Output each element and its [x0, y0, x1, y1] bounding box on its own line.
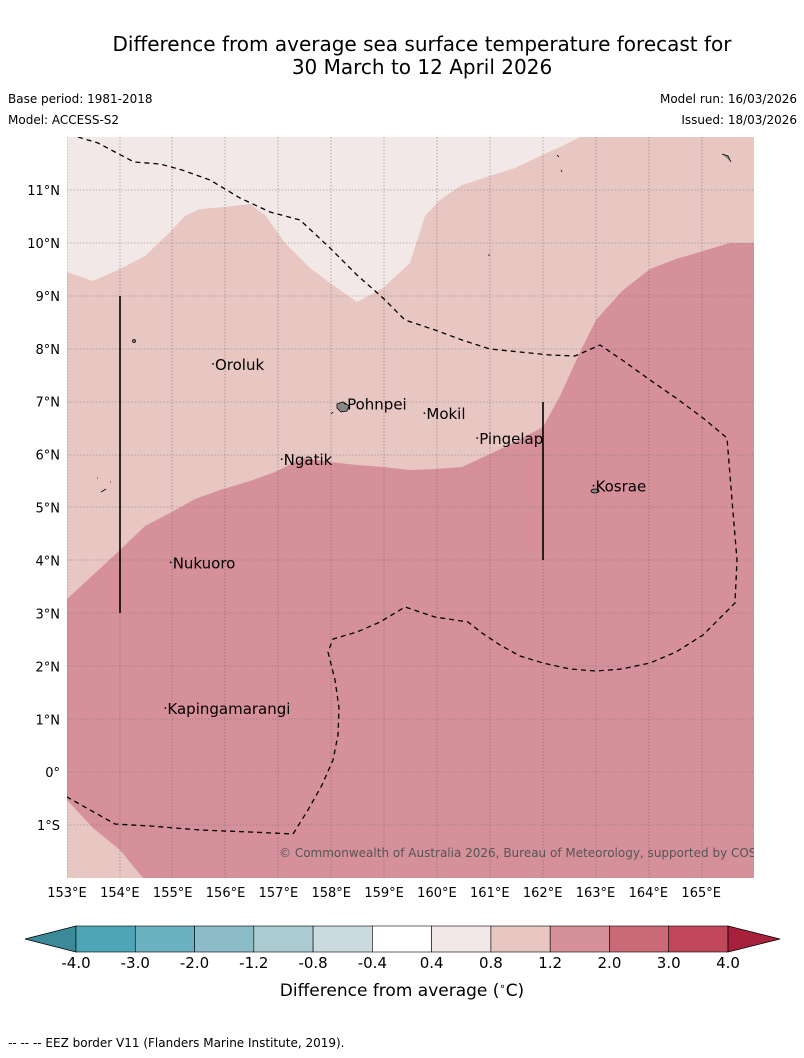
gridlines [67, 137, 754, 878]
place-label: Mokil [426, 405, 465, 423]
lat-label: 2°N [36, 660, 61, 675]
place-marker [592, 484, 595, 487]
place-marker [423, 412, 426, 415]
colorbar: -4.0 -3.0 -2.0 -1.2 -0.8 -0.4 0.4 0.8 1.2 2.0 3.0 4… [24, 925, 781, 972]
latitude-labels: 11°N 10°N 9°N 8°N 7°N 6°N 5°N 4°N 3°N 2°N 1°N 0° 1°S [27, 184, 60, 834]
lat-label: 1°N [36, 713, 61, 728]
colorbar-tick-label: -3.0 [121, 954, 150, 972]
lon-label: 158°E [311, 886, 351, 901]
colorbar-tick-label: 4.0 [716, 954, 740, 972]
colorbar-tick-label: 1.2 [538, 954, 562, 972]
colorbar-overflow [727, 925, 781, 953]
place-marker [164, 707, 167, 709]
colorbar-tick-label: -4.0 [61, 954, 90, 972]
lat-label: 7°N [36, 396, 61, 411]
lon-label: 164°E [629, 886, 669, 901]
colorbar-segment [134, 925, 195, 953]
model-name: Model: ACCESS-S2 [8, 113, 120, 127]
colorbar-segment [312, 925, 373, 953]
colorbar-segment [75, 925, 136, 953]
lon-label: 165°E [681, 886, 721, 901]
lon-label: 163°E [576, 886, 616, 901]
lat-label: 5°N [36, 502, 61, 517]
longitude-labels: 153°E 154°E 155°E 156°E 157°E 158°E 159°E 160°E… [47, 886, 721, 901]
lat-label: 1°S [37, 819, 60, 834]
map-area: © Commonwealth of Australia 2026, Bureau… [67, 137, 784, 878]
lat-label: 0° [45, 766, 60, 781]
colorbar-tick-label: 2.0 [598, 954, 622, 972]
colorbar-tick-label: -1.2 [239, 954, 268, 972]
place-label: Kosrae [596, 478, 647, 496]
lat-label: 9°N [36, 290, 61, 305]
chart-title: Difference from average sea surface temp… [0, 33, 804, 79]
place-marker [476, 437, 479, 439]
place-label: Ngatik [284, 451, 333, 469]
place-label: Kapingamarangi [167, 700, 290, 718]
colorbar-unit: C) [505, 981, 525, 1001]
place-marker [169, 561, 172, 564]
anomaly-zone-lightest-north [67, 137, 580, 302]
islands [97, 153, 732, 494]
lon-label: 156°E [206, 886, 246, 901]
lon-label: 160°E [417, 886, 457, 901]
eez-border [67, 137, 738, 835]
place-label: Nukuoro [173, 554, 236, 572]
anomaly-zone-light-southwest [67, 800, 143, 878]
colorbar-segment [668, 925, 729, 953]
copyright-note: © Commonwealth of Australia 2026, Bureau… [279, 846, 784, 860]
lon-label: 155°E [153, 886, 193, 901]
colorbar-segment [431, 925, 492, 953]
lat-label: 3°N [36, 607, 61, 622]
lat-label: 8°N [36, 343, 61, 358]
colorbar-tick-label: 0.8 [479, 954, 503, 972]
colorbar-segment [549, 925, 610, 953]
colorbar-segment [372, 925, 432, 953]
model-run: Model run: 16/03/2026 [659, 92, 797, 106]
colorbar-segment [609, 925, 670, 953]
issued-date: Issued: 18/03/2026 [681, 113, 797, 127]
place-marker [212, 362, 214, 365]
lat-label: 11°N [27, 184, 60, 199]
colorbar-tick-label: -2.0 [180, 954, 209, 972]
lat-label: 10°N [27, 237, 60, 252]
lon-label: 153°E [47, 886, 87, 901]
place-label: Oroluk [215, 356, 264, 374]
title-line-1: Difference from average sea surface temp… [112, 32, 732, 56]
eez-legend-note: -- -- -- EEZ border V11 (Flanders Marine… [8, 1036, 345, 1050]
lon-label: 159°E [364, 886, 404, 901]
colorbar-tick-label: 3.0 [657, 954, 681, 972]
colorbar-tick-label: 0.4 [420, 954, 444, 972]
lat-label: 6°N [36, 449, 61, 464]
colorbar-underflow [24, 925, 77, 953]
lon-label: 161°E [470, 886, 510, 901]
lat-label: 4°N [36, 555, 61, 570]
colorbar-label: Difference from average ( [279, 981, 500, 1001]
boundary-lines [119, 296, 544, 613]
lon-label: 154°E [100, 886, 140, 901]
colorbar-tick-label: -0.8 [298, 954, 327, 972]
colorbar-segment [253, 925, 314, 953]
place-marker [280, 458, 283, 461]
colorbar-segment [490, 925, 551, 953]
colorbar-title: Difference from average (∘C) [279, 981, 525, 1001]
place-marker [344, 402, 347, 405]
lon-label: 162°E [523, 886, 563, 901]
place-label: Pohnpei [347, 396, 407, 414]
base-period: Base period: 1981-2018 [8, 92, 153, 106]
colorbar-segment [194, 925, 255, 953]
place-label: Pingelap [479, 430, 543, 448]
place-labels: Oroluk Pohnpei Mokil Pingelap Ngatik Kosrae Nu… [164, 356, 647, 718]
title-line-2: 30 March to 12 April 2026 [291, 55, 553, 79]
colorbar-tick-label: -0.4 [358, 954, 387, 972]
lon-label: 157°E [259, 886, 299, 901]
